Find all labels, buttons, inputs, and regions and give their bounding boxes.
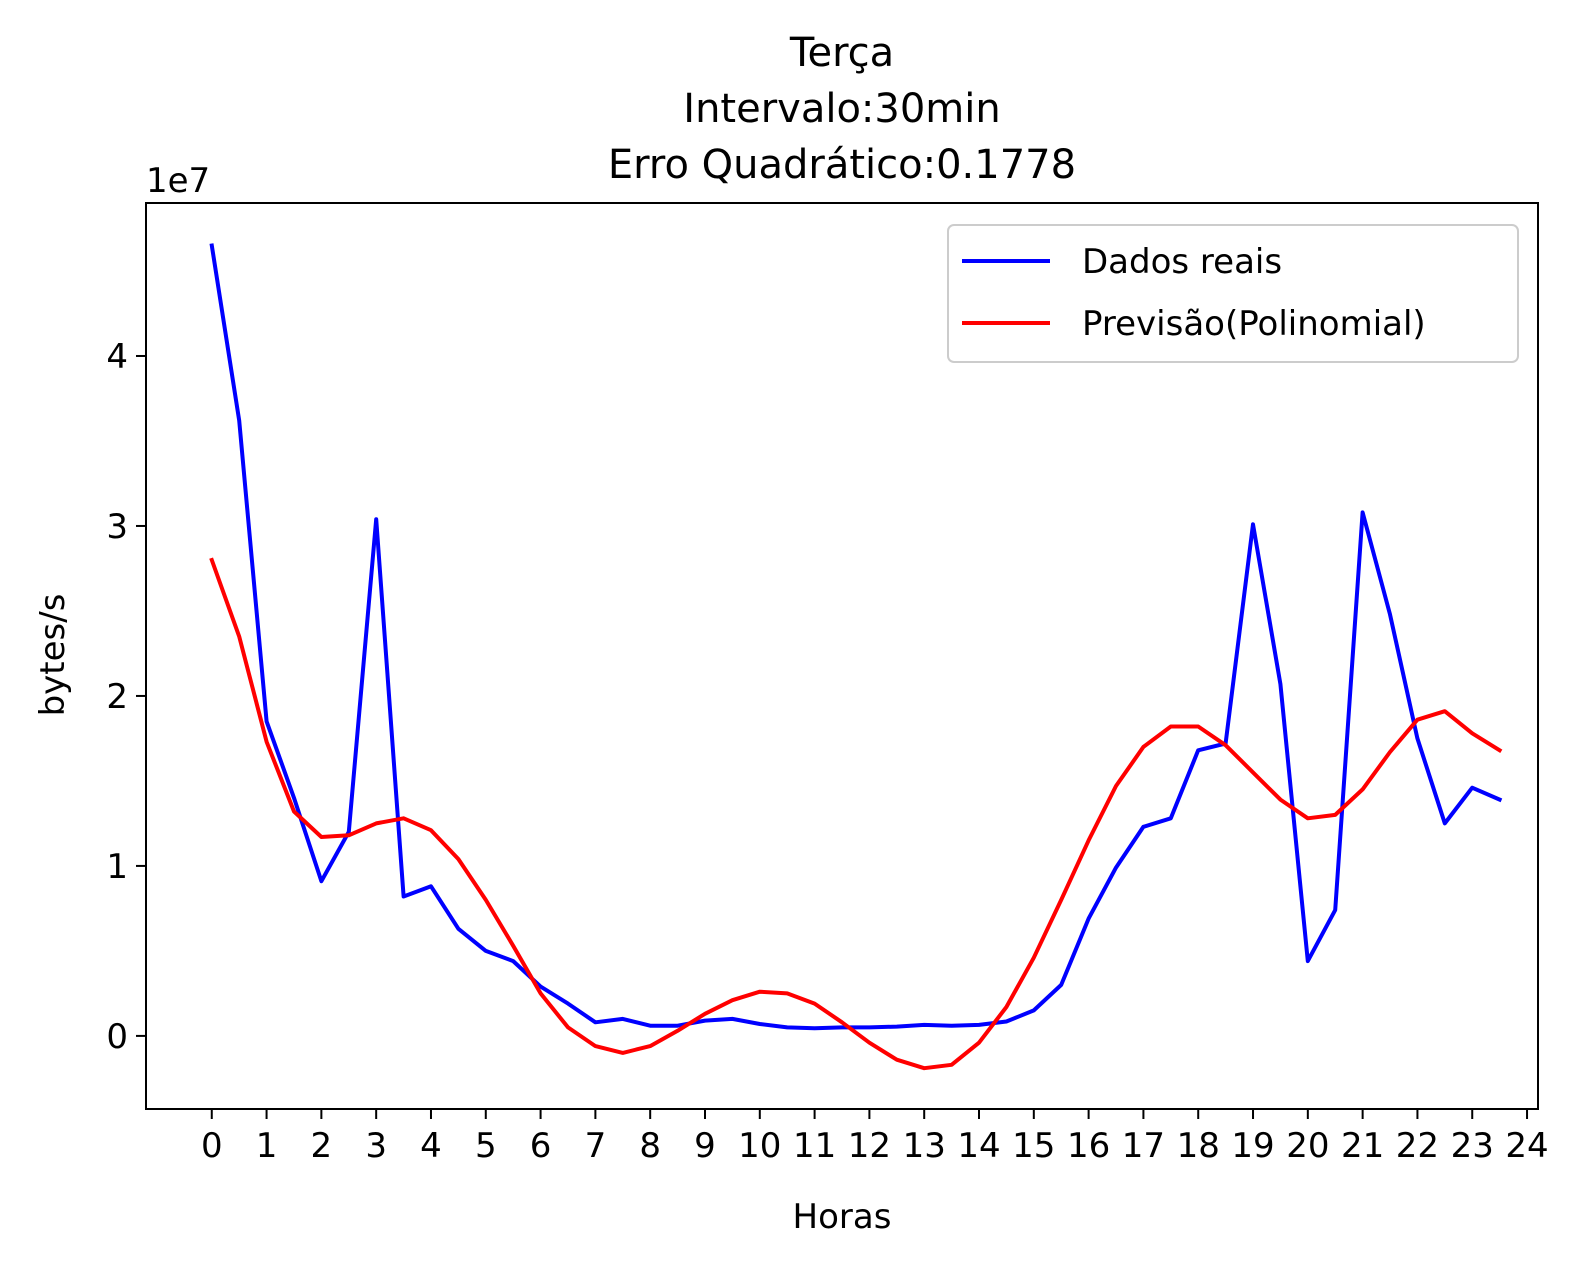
y-axis-ticks: 0 1 2 3 4	[106, 337, 146, 1057]
chart-title-line-1: Terça	[789, 30, 894, 76]
x-tick-label: 12	[848, 1126, 891, 1166]
x-tick-label: 17	[1122, 1126, 1165, 1166]
x-tick-label: 1	[256, 1126, 278, 1166]
x-tick-label: 20	[1286, 1126, 1329, 1166]
y-tick-label: 3	[106, 507, 128, 547]
x-tick-label: 9	[694, 1126, 716, 1166]
plot-area	[209, 243, 1503, 1071]
y-tick-label: 2	[106, 677, 128, 717]
x-axis-ticks: 0 1 2 3 4 5 6 7 8 9 10 11 12 13 14 15 16 17 18 19 20 21 22 23 24	[201, 1109, 1549, 1166]
y-offset-label: 1e7	[146, 161, 210, 201]
x-tick-label: 21	[1341, 1126, 1384, 1166]
x-tick-label: 8	[639, 1126, 661, 1166]
x-tick-label: 18	[1177, 1126, 1220, 1166]
chart-title-line-3: Erro Quadrático:0.1778	[608, 142, 1076, 188]
axes-frame	[145, 202, 1539, 1110]
x-tick-label: 11	[793, 1126, 836, 1166]
x-tick-label: 19	[1231, 1126, 1274, 1166]
x-tick-label: 14	[957, 1126, 1000, 1166]
legend-label-dados-reais: Dados reais	[1082, 242, 1282, 282]
x-tick-label: 16	[1067, 1126, 1110, 1166]
x-tick-label: 3	[365, 1126, 387, 1166]
x-tick-label: 24	[1505, 1126, 1548, 1166]
chart-title-line-2: Intervalo:30min	[683, 86, 1000, 132]
x-tick-label: 23	[1451, 1126, 1494, 1166]
x-tick-label: 2	[311, 1126, 333, 1166]
x-tick-label: 5	[475, 1126, 497, 1166]
x-tick-label: 4	[420, 1126, 442, 1166]
x-tick-label: 7	[585, 1126, 607, 1166]
x-tick-label: 0	[201, 1126, 223, 1166]
x-tick-label: 15	[1012, 1126, 1055, 1166]
legend-label-previsao: Previsão(Polinomial)	[1082, 304, 1426, 344]
x-tick-label: 22	[1396, 1126, 1439, 1166]
y-axis-label: bytes/s	[33, 594, 73, 717]
x-tick-label: 13	[903, 1126, 946, 1166]
legend: Dados reais Previsão(Polinomial)	[947, 224, 1519, 363]
x-tick-label: 6	[530, 1126, 552, 1166]
y-tick-label: 1	[106, 847, 128, 887]
series-line-0	[209, 243, 1503, 1031]
y-tick-label: 4	[106, 337, 128, 377]
x-axis-label: Horas	[793, 1197, 892, 1237]
x-tick-label: 10	[738, 1126, 781, 1166]
y-tick-label: 0	[106, 1017, 128, 1057]
series-line-1	[209, 557, 1503, 1071]
legend-box	[947, 224, 1519, 363]
